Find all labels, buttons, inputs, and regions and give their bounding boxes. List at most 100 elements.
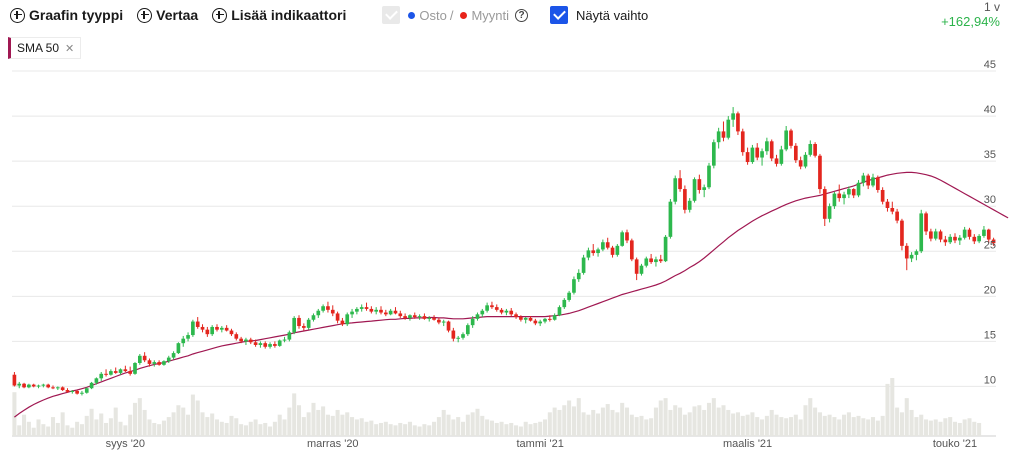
candle [953,233,957,244]
candle-body [847,189,851,195]
candle-body [793,145,798,161]
volume-bar [364,421,369,436]
volume-bar [489,420,494,436]
candle [601,239,605,252]
candle [253,339,258,347]
candle [982,226,986,238]
candle [244,337,248,345]
trades-checkbox[interactable] [382,6,401,24]
candle [567,290,571,302]
candle [408,314,412,321]
candle [576,269,581,282]
candle-body [350,311,354,315]
candle-body [543,318,547,322]
candle [350,308,354,318]
candle-body [383,312,388,315]
volume-bar [711,398,716,436]
candle-body [798,160,803,167]
candle-body [943,239,948,243]
candle [929,228,933,242]
help-icon[interactable]: ? [515,8,528,22]
candle [427,316,432,322]
volume-bar [142,409,147,436]
volume-bar [190,394,195,436]
candle [388,308,393,316]
chart-toolbar: Graafin tyyppi Vertaa Lisää indikaattori… [10,4,648,26]
volume-bar [258,424,263,436]
volume-bar [31,427,36,436]
indicator-tag-sma[interactable]: SMA 50 ✕ [8,37,82,59]
candle-body [760,151,764,158]
candle-body [316,310,321,316]
candle [330,305,335,317]
candle-body [644,258,649,266]
volume-bar [432,421,437,436]
candle [948,234,953,245]
volume-bar [832,417,837,436]
volume-bar [861,418,866,436]
candle-body [277,340,282,346]
volume-bar [755,417,760,436]
candle [287,330,292,342]
candle-body [239,338,243,342]
candle-body [152,362,157,364]
volume-bar [224,422,229,436]
candle [27,383,31,389]
candle-body [837,193,842,199]
candle [437,317,441,325]
volume-bar [692,406,697,436]
volume-bar [306,412,311,436]
y-tick-label: 45 [984,59,996,71]
candle-body [668,201,673,237]
volume-bar [948,417,953,436]
candle [152,360,157,367]
candle-body [890,207,895,212]
show-volume-checkbox[interactable] [550,6,568,24]
candle-body [321,306,325,311]
candle-body [437,319,441,323]
candle [789,128,793,149]
candle-body [938,231,943,240]
candle-body [687,200,692,210]
volume-bar [620,402,625,436]
volume-bar [702,409,707,436]
candle-body [962,229,967,238]
candle [900,218,904,251]
plus-circle-icon [137,7,153,23]
add-indicator-button[interactable]: Lisää indikaattori [212,7,346,23]
candle-body [514,314,518,318]
candle [200,324,205,333]
volume-bar [856,415,861,436]
candle [215,324,219,332]
volume-bar [350,417,355,436]
volume-bar [446,414,451,436]
volume-bar [441,409,446,436]
candle-body [46,384,51,388]
volume-bar [846,412,851,436]
compare-button[interactable]: Vertaa [137,7,198,23]
volume-bar [321,406,326,436]
volume-bar [239,424,244,436]
candle-body [70,390,75,392]
candle [181,335,186,347]
candle-body [432,317,436,320]
candle-body [789,130,793,146]
candle [166,355,171,364]
candle-body [581,257,586,273]
candle-body [490,305,494,308]
indicator-label: SMA 50 [17,41,60,55]
candle [321,304,325,313]
candle-body [924,213,928,232]
close-icon[interactable]: ✕ [65,42,75,55]
candle [687,198,692,213]
candle-body [128,371,133,374]
candle [871,173,875,188]
candle-body [610,247,615,255]
add-indicator-label: Lisää indikaattori [231,7,347,23]
candle-body [702,187,707,190]
chart-type-button[interactable]: Graafin tyyppi [10,7,123,23]
candle-body [977,235,981,242]
candle [581,254,586,275]
candle-body [398,313,403,317]
